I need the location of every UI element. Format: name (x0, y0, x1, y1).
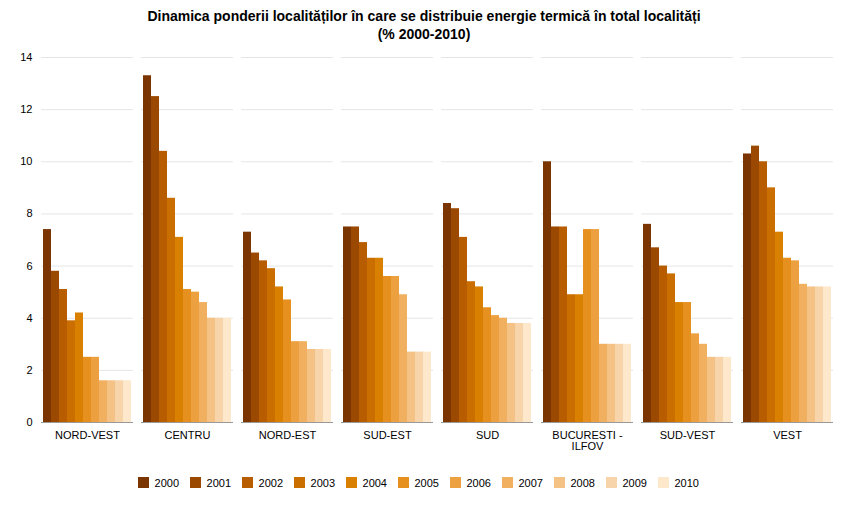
svg-text:VEST: VEST (773, 429, 802, 441)
svg-text:NORD-EST: NORD-EST (259, 429, 317, 441)
svg-text:8: 8 (26, 207, 32, 219)
html-text:2009: 2009 (622, 476, 647, 489)
html-text:2007: 2007 (518, 476, 543, 489)
svg-text:6: 6 (26, 260, 32, 272)
html-text:2005: 2005 (414, 476, 439, 489)
html-text:2004: 2004 (362, 476, 387, 489)
html-text:2003: 2003 (310, 476, 335, 489)
svg-text:BUCURESTI -ILFOV: BUCURESTI -ILFOV (552, 429, 623, 452)
svg-text:CENTRU: CENTRU (165, 429, 211, 441)
svg-text:12: 12 (20, 103, 32, 115)
svg-text:10: 10 (20, 155, 32, 167)
html-text:2000: 2000 (154, 476, 180, 489)
svg-text:NORD-VEST: NORD-VEST (55, 429, 120, 441)
svg-text:4: 4 (26, 312, 32, 324)
svg-text:2: 2 (26, 364, 32, 376)
html-text:2006: 2006 (466, 476, 491, 489)
svg-text:SUD-EST: SUD-EST (363, 429, 412, 441)
html-text:2010: 2010 (674, 476, 699, 489)
svg-text:0: 0 (26, 416, 32, 428)
html-text:Dinamica ponderii localitățilo: Dinamica ponderii localităților în care … (147, 8, 701, 42)
svg-text:SUD: SUD (476, 429, 499, 441)
html-text:2001: 2001 (206, 476, 231, 489)
html-text:2008: 2008 (570, 476, 595, 489)
html-text:2002: 2002 (258, 476, 283, 489)
svg-text:14: 14 (20, 51, 32, 63)
svg-text:SUD-VEST: SUD-VEST (660, 429, 716, 441)
